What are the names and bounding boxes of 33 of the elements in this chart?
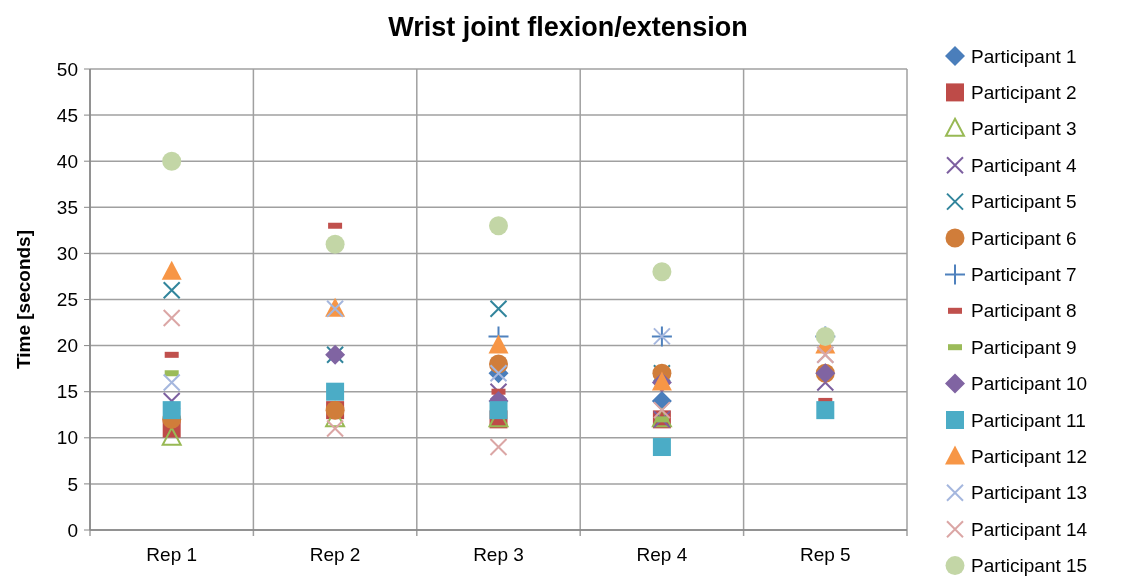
y-axis-title: Time [seconds]: [13, 229, 34, 370]
y-tick-label: 45: [56, 104, 78, 126]
legend-label: Participant 5: [971, 191, 1077, 213]
x-tick-label: Rep 5: [799, 544, 851, 565]
x-tick-label: Rep 3: [473, 544, 524, 565]
y-tick-label: 40: [56, 150, 78, 172]
legend-label: Participant 15: [971, 555, 1088, 577]
legend-label: Participant 3: [971, 118, 1077, 140]
y-tick-label: 5: [67, 473, 78, 495]
x-tick-label: Rep 4: [636, 544, 688, 565]
y-tick-label: 30: [56, 243, 78, 265]
x-tick-label: Rep 1: [146, 544, 198, 565]
legend-label: Participant 13: [971, 482, 1088, 504]
chart-title: Wrist joint flexion/extension: [388, 12, 748, 42]
legend-label: Participant 1: [971, 45, 1077, 67]
legend-label: Participant 8: [971, 300, 1077, 322]
legend-label: Participant 4: [971, 154, 1078, 176]
x-tick-label: Rep 2: [309, 544, 361, 565]
legend-label: Participant 12: [971, 446, 1088, 468]
y-tick-label: 15: [56, 381, 78, 403]
legend-label: Participant 6: [971, 227, 1077, 249]
y-tick-label: 35: [56, 196, 78, 218]
legend-label: Participant 14: [971, 518, 1088, 540]
legend-label: Participant 11: [971, 409, 1086, 431]
legend-label: Participant 10: [971, 373, 1088, 395]
y-tick-label: 0: [67, 519, 78, 541]
y-tick-label: 25: [56, 289, 78, 311]
y-tick-label: 20: [56, 335, 78, 357]
y-tick-label: 10: [56, 427, 78, 449]
legend-label: Participant 7: [971, 264, 1077, 286]
legend-label: Participant 9: [971, 336, 1077, 358]
y-tick-label: 50: [56, 58, 78, 80]
legend-label: Participant 2: [971, 82, 1077, 104]
